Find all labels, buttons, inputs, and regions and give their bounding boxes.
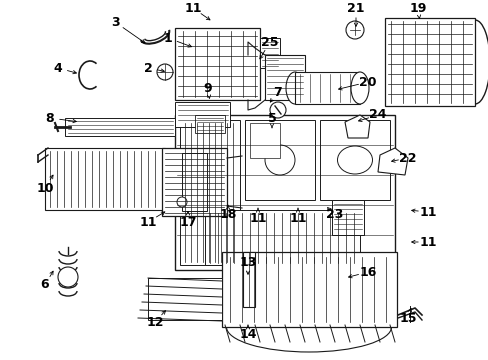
Bar <box>175 28 260 100</box>
Text: 19: 19 <box>408 1 426 14</box>
Text: 17: 17 <box>179 216 196 229</box>
Bar <box>331 200 363 235</box>
Text: 11: 11 <box>139 216 157 229</box>
Text: 6: 6 <box>41 279 49 292</box>
Ellipse shape <box>285 72 304 104</box>
Bar <box>243 252 254 307</box>
Text: 16: 16 <box>359 266 376 279</box>
Text: 25: 25 <box>261 36 278 49</box>
Text: 1: 1 <box>163 31 172 45</box>
Bar <box>204 210 359 265</box>
Bar <box>195 115 224 133</box>
Text: 7: 7 <box>273 85 282 99</box>
Circle shape <box>58 267 78 287</box>
Circle shape <box>269 102 285 118</box>
Text: 24: 24 <box>368 108 386 122</box>
Text: 18: 18 <box>219 208 236 221</box>
Bar <box>175 102 229 127</box>
Circle shape <box>157 64 173 80</box>
Text: 14: 14 <box>239 328 256 342</box>
Bar <box>249 123 280 158</box>
Text: 11: 11 <box>418 206 436 219</box>
Bar <box>264 55 305 100</box>
Bar <box>45 148 164 210</box>
Text: 3: 3 <box>110 15 119 28</box>
Text: 4: 4 <box>54 62 62 75</box>
Polygon shape <box>377 148 407 175</box>
Text: 15: 15 <box>398 311 416 324</box>
Text: 12: 12 <box>146 315 163 328</box>
Bar <box>162 148 226 216</box>
Text: 11: 11 <box>184 1 202 14</box>
Bar <box>180 120 240 265</box>
Text: 23: 23 <box>325 208 343 221</box>
Text: 11: 11 <box>418 235 436 248</box>
Ellipse shape <box>350 72 368 104</box>
Bar <box>182 153 206 211</box>
Ellipse shape <box>337 146 372 174</box>
Text: 13: 13 <box>239 256 256 269</box>
Text: 20: 20 <box>359 76 376 89</box>
Bar <box>175 115 394 270</box>
Text: 5: 5 <box>267 112 276 125</box>
Text: 8: 8 <box>45 112 54 125</box>
Text: 22: 22 <box>398 152 416 165</box>
Bar <box>319 120 389 200</box>
Polygon shape <box>345 115 369 138</box>
Text: 11: 11 <box>249 211 266 225</box>
Bar <box>222 252 396 327</box>
Text: 2: 2 <box>143 62 152 75</box>
Bar <box>384 18 474 106</box>
Circle shape <box>264 145 294 175</box>
Circle shape <box>346 21 363 39</box>
Text: 11: 11 <box>289 211 306 225</box>
Bar <box>244 120 314 200</box>
Text: 9: 9 <box>203 81 212 94</box>
Text: 10: 10 <box>36 181 54 194</box>
Bar <box>294 72 359 104</box>
Text: 21: 21 <box>346 1 364 14</box>
Bar <box>148 278 222 320</box>
Bar <box>65 118 175 136</box>
Circle shape <box>177 197 186 207</box>
Bar <box>260 38 280 68</box>
